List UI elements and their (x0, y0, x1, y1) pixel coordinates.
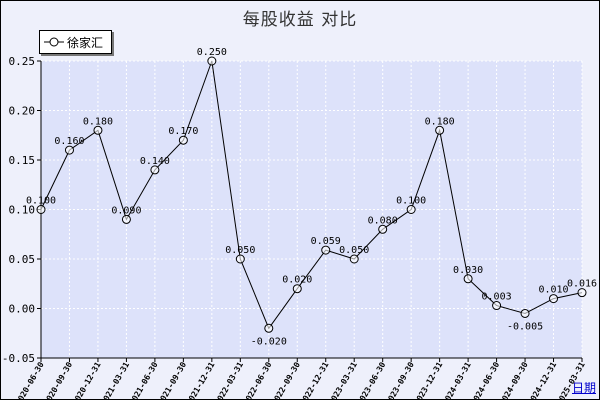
x-tick-label: 2021-03-31 (99, 360, 131, 399)
data-label: 0.140 (140, 156, 170, 167)
x-tick-label: 2023-06-30 (356, 360, 388, 399)
x-tick-label: 2024-09-30 (498, 360, 530, 399)
data-label: 0.059 (311, 236, 341, 247)
x-tick-label: 2020-06-30 (14, 360, 46, 399)
data-label: 0.100 (26, 196, 56, 207)
data-point (121, 214, 131, 224)
x-tick-label: 2020-12-31 (71, 360, 103, 399)
data-point (378, 224, 388, 234)
data-point (321, 245, 331, 255)
data-point (235, 254, 245, 264)
data-point (520, 308, 530, 318)
data-point (492, 301, 502, 311)
data-label: 0.030 (453, 265, 483, 276)
y-tick-label: 0.00 (9, 303, 36, 316)
data-label: 0.180 (425, 116, 455, 127)
y-tick-label: -0.05 (2, 352, 35, 365)
data-label: 0.100 (396, 196, 426, 207)
series-line (40, 60, 583, 330)
data-point (406, 205, 416, 214)
data-point (463, 274, 473, 284)
data-label: 0.250 (197, 47, 227, 58)
data-label: 0.180 (83, 116, 113, 127)
data-label: 0.050 (225, 245, 255, 256)
data-label: 0.090 (111, 205, 141, 216)
y-tick-label: 0.05 (9, 253, 36, 266)
data-point (93, 125, 103, 135)
data-point (178, 135, 188, 145)
data-label: 0.050 (339, 245, 369, 256)
data-label: 0.010 (538, 285, 568, 296)
data-label: -0.020 (251, 336, 287, 347)
x-tick-label: 2021-09-30 (156, 360, 188, 399)
data-point (150, 165, 160, 175)
data-point (264, 323, 274, 333)
legend-marker-icon (44, 37, 64, 47)
data-point (64, 145, 74, 155)
x-tick-label: 2021-12-31 (185, 360, 217, 399)
x-tick-label: 2024-06-30 (469, 360, 501, 399)
chart-title: 每股收益 对比 (242, 10, 358, 30)
plot-area (41, 61, 582, 358)
data-point (292, 284, 302, 294)
period-link[interactable]: 日期 (571, 381, 596, 395)
y-tick-label: 0.25 (9, 55, 36, 68)
x-tick-label: 2024-03-31 (441, 360, 473, 399)
x-tick-label: 2022-09-30 (270, 360, 302, 399)
y-tick-label: 0.10 (9, 204, 36, 217)
data-point (577, 288, 587, 298)
data-label: 0.170 (168, 126, 198, 137)
x-tick-label: 2023-09-30 (384, 360, 416, 399)
x-tick-label: 2023-03-31 (327, 360, 359, 399)
data-label: 0.160 (54, 136, 84, 147)
data-label: 0.016 (567, 279, 597, 290)
x-tick-label: 2020-09-30 (42, 360, 74, 399)
data-label: 0.080 (368, 215, 398, 226)
y-tick-label: 0.20 (9, 105, 36, 118)
legend-label: 徐家汇 (67, 35, 104, 50)
data-point (435, 125, 445, 135)
x-tick-label: 2024-12-31 (526, 360, 558, 399)
data-point (549, 294, 559, 304)
data-point (207, 56, 217, 66)
y-tick-label: 0.15 (9, 154, 36, 167)
x-tick-label: 2023-12-31 (412, 360, 444, 399)
data-label: 0.020 (282, 275, 312, 286)
data-label: -0.005 (507, 321, 543, 332)
data-point (349, 254, 359, 264)
x-tick-label: 2022-06-30 (242, 360, 274, 399)
x-tick-label: 2021-06-30 (128, 360, 160, 399)
data-label: 0.003 (482, 292, 512, 303)
x-tick-label: 2022-12-31 (299, 360, 331, 399)
x-tick-label: 2022-03-31 (213, 360, 245, 399)
legend: 徐家汇 (39, 30, 113, 54)
data-point (36, 205, 46, 214)
